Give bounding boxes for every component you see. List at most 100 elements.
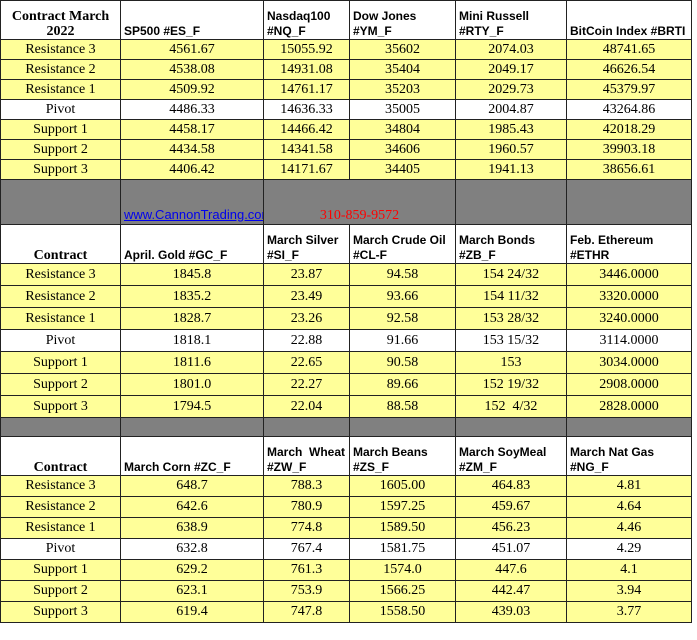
level-row: Support 2 1801.0 22.27 89.66 152 19/32 2908.0… (0, 373, 692, 396)
level-value: 90.58 (349, 351, 456, 374)
level-name: Pivot (0, 538, 121, 560)
contract-header: Contract (0, 224, 121, 264)
level-value: 23.26 (263, 307, 350, 330)
level-value: 623.1 (120, 580, 264, 602)
level-value: 92.58 (349, 307, 456, 330)
level-value: 1605.00 (349, 475, 456, 497)
level-value: 642.6 (120, 496, 264, 518)
level-value: 4.1 (566, 559, 692, 581)
level-value: 3114.0000 (566, 329, 692, 352)
level-value: 153 28/32 (455, 307, 567, 330)
level-row: Resistance 2 4538.08 14931.08 35404 2049.17 4… (0, 59, 692, 80)
level-value: 14636.33 (263, 99, 350, 120)
level-value: 23.49 (263, 285, 350, 308)
level-value: 46626.54 (566, 59, 692, 80)
level-value: 35602 (349, 39, 456, 60)
level-value: 2004.87 (455, 99, 567, 120)
level-name: Resistance 3 (0, 39, 121, 60)
level-value: 2908.0000 (566, 373, 692, 396)
instrument-header: March Corn #ZC_F (120, 436, 264, 476)
level-value: 638.9 (120, 517, 264, 539)
level-value: 3320.0000 (566, 285, 692, 308)
level-value: 35203 (349, 79, 456, 100)
level-name: Resistance 1 (0, 517, 121, 539)
level-value: 153 15/32 (455, 329, 567, 352)
separator-cell (455, 179, 567, 225)
level-value: 14466.42 (263, 119, 350, 140)
level-value: 154 24/32 (455, 263, 567, 286)
level-value: 747.8 (263, 601, 350, 623)
level-value: 2074.03 (455, 39, 567, 60)
level-value: 94.58 (349, 263, 456, 286)
level-value: 14931.08 (263, 59, 350, 80)
level-value: 619.4 (120, 601, 264, 623)
instrument-header: SP500 #ES_F (120, 0, 264, 40)
level-value: 451.07 (455, 538, 567, 560)
level-value: 1985.43 (455, 119, 567, 140)
level-value: 14171.67 (263, 159, 350, 180)
level-value: 22.88 (263, 329, 350, 352)
level-value: 43264.86 (566, 99, 692, 120)
levels-table: Contract March 2022 SP500 #ES_F Nasdaq100 … (0, 0, 692, 623)
level-name: Support 2 (0, 139, 121, 160)
level-value: 2029.73 (455, 79, 567, 100)
header-row: Contract April. Gold #GC_F March Silver #S… (0, 224, 692, 264)
separator-cell (349, 417, 456, 437)
level-value: 3034.0000 (566, 351, 692, 374)
level-value: 3446.0000 (566, 263, 692, 286)
instrument-header: March Silver #SI_F (263, 224, 350, 264)
level-row: Resistance 2 1835.2 23.49 93.66 154 11/32 332… (0, 285, 692, 308)
header-row: Contract March Corn #ZC_F March Wheat #ZW_… (0, 436, 692, 476)
level-value: 22.27 (263, 373, 350, 396)
level-value: 1941.13 (455, 159, 567, 180)
level-row: Support 1 4458.17 14466.42 34804 1985.43 4201… (0, 119, 692, 140)
level-row: Support 1 629.2 761.3 1574.0 447.6 4.1 (0, 559, 692, 581)
separator-cell (0, 417, 121, 437)
level-value: 1801.0 (120, 373, 264, 396)
level-value: 780.9 (263, 496, 350, 518)
level-value: 1960.57 (455, 139, 567, 160)
level-row: Resistance 1 4509.92 14761.17 35203 2029.73 4… (0, 79, 692, 100)
level-name: Resistance 2 (0, 496, 121, 518)
level-row: Resistance 1 1828.7 23.26 92.58 153 28/32 324… (0, 307, 692, 330)
level-value: 22.65 (263, 351, 350, 374)
level-value: 753.9 (263, 580, 350, 602)
level-value: 4.46 (566, 517, 692, 539)
level-value: 152 4/32 (455, 395, 567, 418)
separator-cell (263, 417, 350, 437)
level-name: Resistance 1 (0, 307, 121, 330)
instrument-header: Mini Russell #RTY_F (455, 0, 567, 40)
level-value: 1828.7 (120, 307, 264, 330)
level-name: Support 2 (0, 580, 121, 602)
level-value: 34804 (349, 119, 456, 140)
level-name: Support 3 (0, 159, 121, 180)
level-name: Support 1 (0, 559, 121, 581)
level-value: 2049.17 (455, 59, 567, 80)
level-row: Pivot 4486.33 14636.33 35005 2004.87 43264.86 (0, 99, 692, 120)
level-value: 14341.58 (263, 139, 350, 160)
level-value: 3.77 (566, 601, 692, 623)
level-value: 4509.92 (120, 79, 264, 100)
level-value: 34606 (349, 139, 456, 160)
separator-cell (0, 179, 121, 225)
level-name: Support 1 (0, 119, 121, 140)
website-link[interactable]: www.CannonTrading.com (124, 207, 264, 222)
level-value: 1574.0 (349, 559, 456, 581)
level-row: Resistance 3 4561.67 15055.92 35602 2074.03 4… (0, 39, 692, 60)
level-value: 1581.75 (349, 538, 456, 560)
instrument-header: March Beans #ZS_F (349, 436, 456, 476)
level-value: 4.81 (566, 475, 692, 497)
level-name: Support 3 (0, 395, 121, 418)
level-value: 442.47 (455, 580, 567, 602)
level-row: Support 2 4434.58 14341.58 34606 1960.57 3990… (0, 139, 692, 160)
level-value: 1845.8 (120, 263, 264, 286)
level-name: Support 1 (0, 351, 121, 374)
level-value: 1794.5 (120, 395, 264, 418)
level-value: 15055.92 (263, 39, 350, 60)
level-value: 1835.2 (120, 285, 264, 308)
separator-cell (566, 417, 692, 437)
instrument-header: March Wheat #ZW_F (263, 436, 350, 476)
level-value: 632.8 (120, 538, 264, 560)
level-value: 4486.33 (120, 99, 264, 120)
